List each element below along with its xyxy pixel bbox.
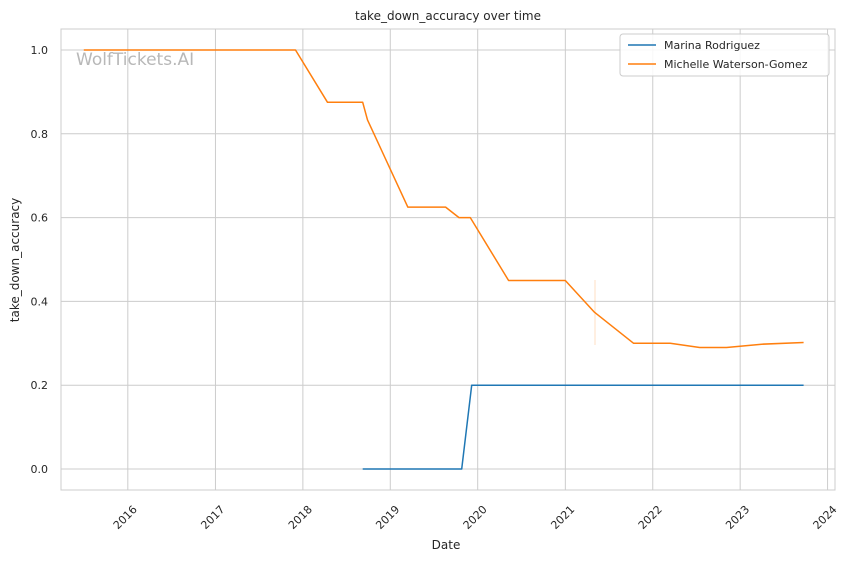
chart-title: take_down_accuracy over time — [355, 9, 541, 23]
y-tick-label: 0.6 — [31, 212, 49, 225]
y-tick-label: 0.0 — [31, 463, 49, 476]
y-tick-label: 0.8 — [31, 128, 49, 141]
legend: Marina Rodriguez Michelle Waterson-Gomez — [619, 33, 830, 77]
legend-box — [619, 33, 830, 77]
series-line-marina-rodriguez — [362, 384, 804, 470]
y-tick-layer: 0.0 0.2 0.4 0.6 0.8 1.0 — [31, 44, 49, 476]
legend-label-marina-rodriguez: Marina Rodriguez — [664, 39, 760, 52]
y-tick-label: 0.2 — [31, 379, 49, 392]
y-axis-label: take_down_accuracy — [8, 198, 22, 322]
series-line-michelle-waterson-gomez — [83, 49, 804, 349]
watermark-text: WolfTickets.AI — [76, 50, 194, 70]
x-axis-label: Date — [432, 538, 461, 552]
y-tick-label: 1.0 — [31, 44, 49, 57]
grid-layer — [61, 29, 835, 490]
legend-label-michelle-waterson-gomez: Michelle Waterson-Gomez — [664, 58, 808, 71]
y-tick-label: 0.4 — [31, 295, 49, 308]
series-layer — [83, 49, 804, 470]
plot-frame — [60, 28, 836, 491]
